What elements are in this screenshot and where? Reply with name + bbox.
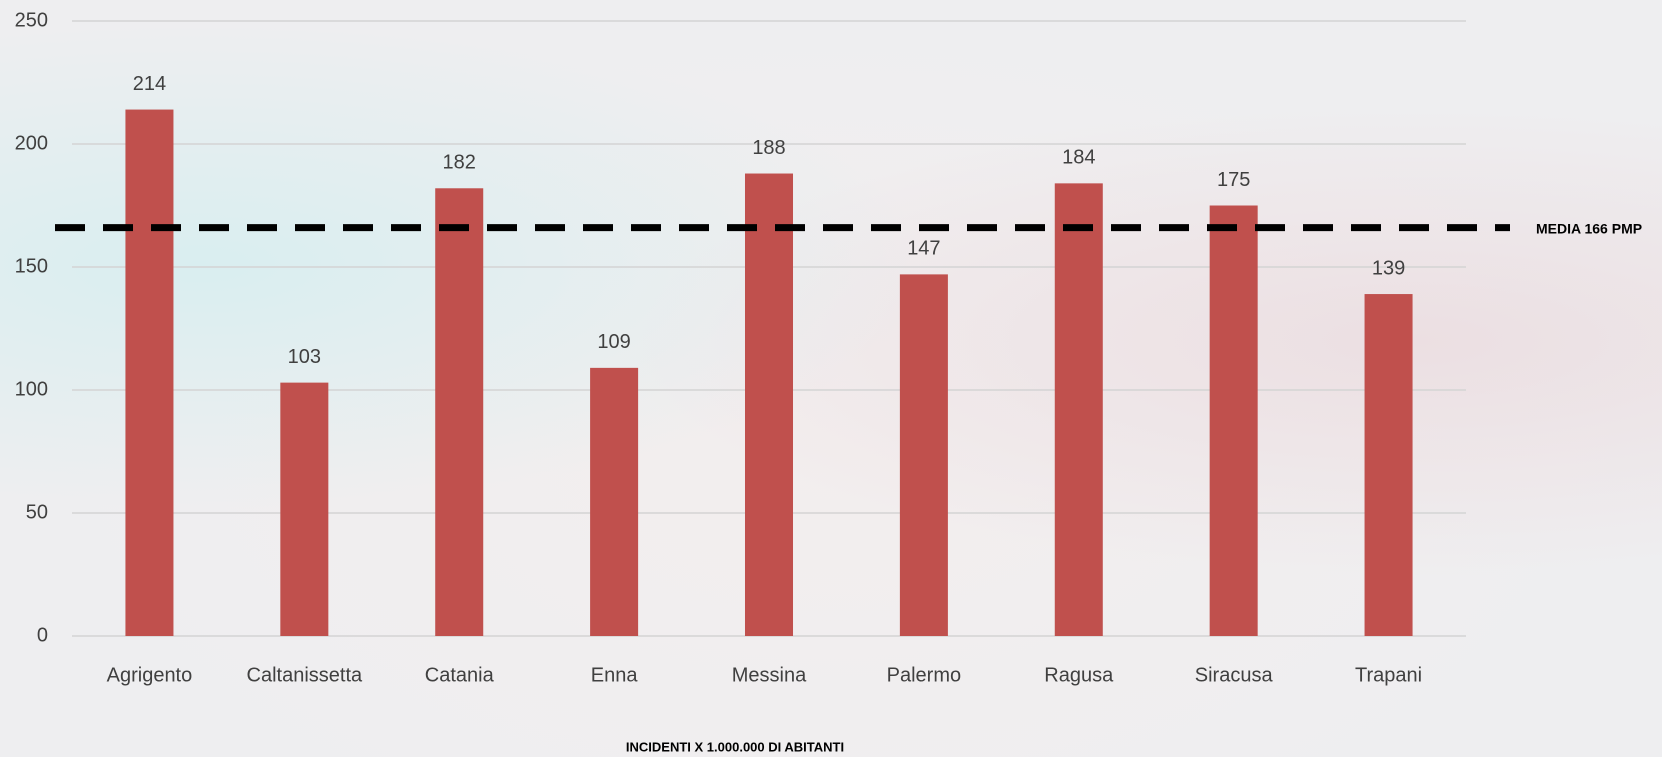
bar	[125, 110, 173, 636]
bar	[745, 174, 793, 636]
bar	[1055, 183, 1103, 636]
bar	[1210, 206, 1258, 637]
y-tick-label: 250	[15, 9, 48, 31]
y-tick-label: 200	[15, 132, 48, 154]
x-tick-label: Catania	[425, 664, 495, 686]
x-axis-title: INCIDENTI X 1.000.000 DI ABITANTI	[626, 739, 844, 754]
x-tick-label: Siracusa	[1195, 664, 1274, 686]
value-label: 175	[1217, 169, 1250, 191]
value-label: 182	[443, 152, 476, 174]
bar	[900, 274, 948, 636]
bar	[590, 368, 638, 636]
bar	[435, 188, 483, 636]
y-tick-label: 0	[37, 624, 48, 646]
value-label: 214	[133, 73, 166, 95]
y-tick-label: 50	[26, 501, 48, 523]
value-label: 139	[1372, 257, 1405, 279]
value-label: 109	[597, 331, 630, 353]
x-tick-label: Messina	[732, 664, 807, 686]
page: INCIDENTI X 1.000.000 DI ABITANTI 0 50 100…	[0, 0, 1662, 757]
chart: INCIDENTI X 1.000.000 DI ABITANTI 0 50 100…	[0, 0, 1662, 757]
bar	[280, 383, 328, 636]
x-tick-label: Palermo	[887, 664, 961, 686]
y-tick-label: 150	[15, 255, 48, 277]
y-tick-label: 100	[15, 378, 48, 400]
reference-label: MEDIA 166 PMP	[1536, 220, 1642, 236]
x-tick-label: Agrigento	[107, 664, 193, 686]
x-tick-label: Caltanissetta	[247, 664, 363, 686]
value-label: 147	[907, 238, 940, 260]
value-label: 184	[1062, 147, 1095, 169]
x-tick-label: Ragusa	[1044, 664, 1114, 686]
value-label: 103	[288, 346, 321, 368]
value-label: 188	[752, 137, 785, 159]
x-tick-label: Trapani	[1355, 664, 1422, 686]
x-tick-label: Enna	[591, 664, 639, 686]
bar	[1365, 294, 1413, 636]
